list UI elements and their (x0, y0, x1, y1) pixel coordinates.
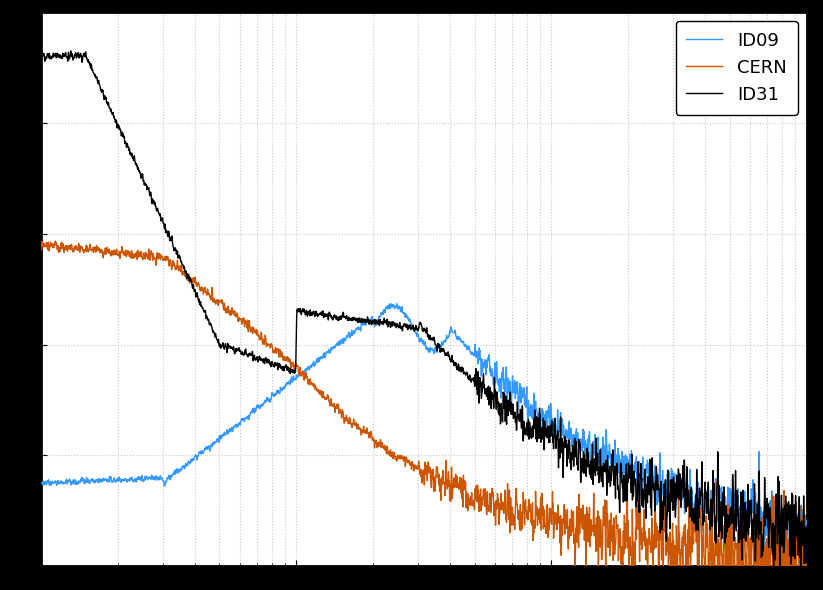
ID31 (400, 322, 410, 329)
CERN (364, 432, 374, 440)
Legend: ID09, CERN, ID31: ID09, CERN, ID31 (676, 21, 797, 114)
CERN (593, 514, 602, 522)
ID09 (400, 313, 410, 320)
ID31 (779, 531, 788, 538)
ID31 (769, 563, 779, 570)
Line: CERN: CERN (41, 241, 807, 566)
CERN (779, 563, 788, 570)
ID09 (593, 448, 602, 455)
CERN (50, 238, 60, 245)
ID31 (740, 510, 750, 517)
ID31 (66, 47, 76, 54)
ID09 (779, 507, 788, 514)
CERN (581, 563, 591, 570)
ID31 (358, 317, 368, 324)
ID31 (364, 320, 374, 327)
ID09 (788, 559, 797, 566)
ID09 (802, 520, 811, 527)
ID09 (740, 513, 750, 520)
CERN (400, 457, 410, 464)
CERN (741, 561, 751, 568)
Line: ID09: ID09 (41, 304, 807, 563)
ID31 (36, 55, 46, 63)
ID09 (364, 317, 374, 324)
ID31 (593, 461, 602, 468)
ID09 (36, 480, 46, 487)
ID31 (802, 523, 811, 530)
CERN (358, 428, 368, 435)
ID09 (358, 319, 368, 326)
CERN (802, 548, 811, 555)
CERN (36, 246, 46, 253)
Line: ID31: ID31 (41, 51, 807, 566)
ID09 (392, 300, 402, 307)
